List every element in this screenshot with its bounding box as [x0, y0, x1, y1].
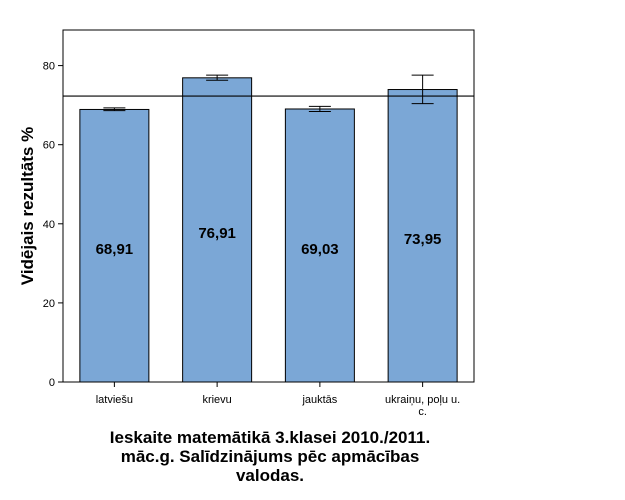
- data-value-label: 68,91: [96, 241, 134, 258]
- y-tick-label: 80: [43, 61, 55, 73]
- chart-title: Ieskaite matemātikā 3.klasei 2010./2011.…: [60, 428, 480, 485]
- bar: [79, 108, 150, 383]
- data-value-label: 73,95: [404, 231, 442, 248]
- x-category-label: latviešu: [96, 394, 133, 406]
- data-value-label: 69,03: [301, 241, 339, 258]
- y-tick-label: 20: [43, 298, 55, 310]
- x-category-label: ukraiņu, poļu u.: [385, 394, 460, 406]
- y-tick-label: 60: [43, 140, 55, 152]
- data-value-label: 76,91: [198, 225, 236, 242]
- x-category-label: krievu: [202, 394, 231, 406]
- y-axis-title: Vidējais rezultāts %: [18, 127, 37, 285]
- y-tick-label: 0: [49, 377, 55, 389]
- chart-title-line-1: Ieskaite matemātikā 3.klasei 2010./2011.: [109, 428, 431, 447]
- chart-title-line-2: māc.g. Salīdzinājums pēc apmācības: [120, 447, 420, 466]
- bar: [387, 89, 458, 383]
- chart-title-line-3: valodas.: [235, 466, 305, 485]
- bar: [284, 108, 355, 383]
- x-category-label: jauktās: [301, 394, 337, 406]
- x-category-label: c.: [418, 406, 427, 418]
- y-tick-label: 40: [43, 219, 55, 231]
